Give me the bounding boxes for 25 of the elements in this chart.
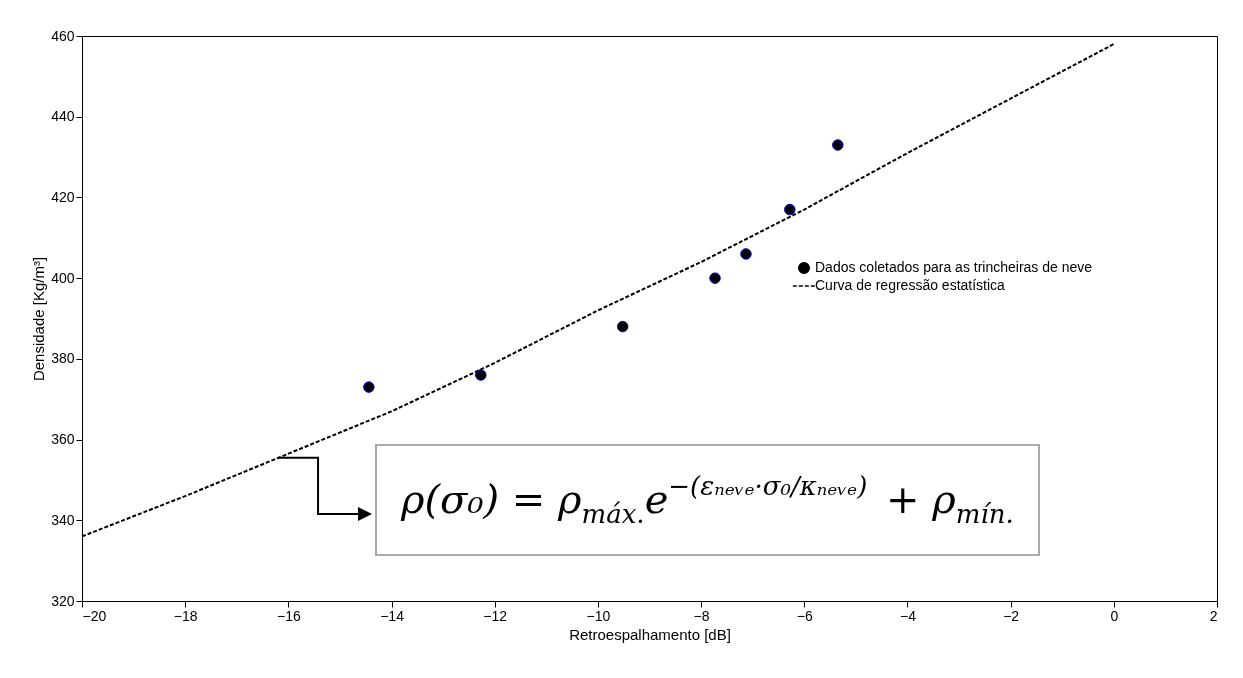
x-tick-label: 2	[1209, 607, 1218, 624]
y-axis-title: Densidade [Kg/m³]	[30, 256, 48, 382]
x-tick-label: −4	[899, 607, 917, 624]
x-tick-label: −14	[380, 607, 405, 624]
annotation: ρ(σ₀) = ρ$_{máx.}$e$^{−(εₙₑᵥₑ·σ₀/κₙₑᵥₑ)}$ + ρ$_{mín.}$	[375, 444, 1040, 556]
y-tick-label: 380	[51, 350, 75, 367]
legend-label: Curva de regressão estatística	[815, 277, 1006, 293]
x-axis-title: Retroespalhamento [dB]	[569, 625, 731, 643]
x-tick-label: −16	[276, 607, 301, 624]
y-tick-label: 400	[51, 269, 75, 286]
x-tick-label: −8	[693, 607, 710, 624]
y-tick-label: 420	[51, 188, 75, 205]
x-tick-label: −18	[173, 607, 198, 624]
legend-label: Dados coletados para as trincheiras de neve	[815, 259, 1093, 275]
y-tick-label: 320	[51, 592, 75, 609]
y-tick-label: 440	[51, 108, 75, 125]
x-tick-label: −2	[1003, 607, 1020, 624]
x-tick-label: −10	[586, 607, 611, 624]
y-tick-label: 340	[51, 511, 75, 528]
x-tick-label: 0	[1110, 607, 1119, 624]
y-tick-label: 460	[51, 27, 75, 44]
y-tick-label: 360	[51, 431, 75, 448]
x-tick-label: −12	[483, 607, 508, 624]
x-tick-label: −20	[82, 607, 107, 624]
x-tick-label: −6	[796, 607, 813, 624]
